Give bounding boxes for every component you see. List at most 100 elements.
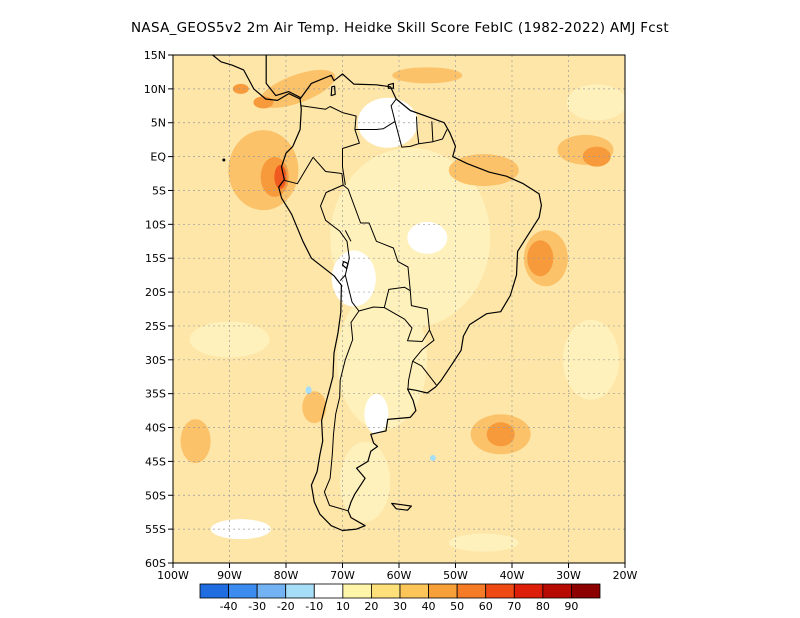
country-border — [407, 361, 414, 389]
south-america-coastline — [278, 73, 542, 532]
colorbar-swatch — [456, 583, 487, 599]
latitude-axis: 15N 10N 5N EQ 5S 10S 15S 20S 25S 30S 35S 40S 45S 50S 5… — [144, 49, 173, 570]
colorbar-label: -40 — [220, 600, 238, 613]
orange-patch — [259, 69, 336, 108]
lon-tick-label: 20W — [613, 569, 638, 582]
colorbar-swatch — [199, 583, 229, 599]
colorbar-swatch — [542, 583, 572, 599]
gridlines — [173, 55, 625, 563]
lat-tick-label: 45S — [145, 455, 166, 468]
colorbar-swatch — [485, 583, 515, 599]
country-border — [301, 105, 360, 186]
lat-tick-label: 20S — [145, 286, 166, 299]
country-border — [342, 184, 430, 331]
colorbar-swatch — [342, 583, 372, 599]
lon-tick-label: 40W — [500, 569, 525, 582]
colorbar: -40 -30 -20 -10 10 20 30 40 50 60 70 80 90 — [199, 583, 601, 613]
colorbar-label: 60 — [479, 600, 493, 613]
dark-orange-patch — [253, 96, 274, 109]
field-patches — [180, 67, 625, 552]
colorbar-label: 10 — [336, 600, 350, 613]
coastlines — [212, 55, 542, 532]
light-patch — [563, 319, 620, 400]
lon-tick-label: 90W — [217, 569, 242, 582]
colorbar-swatch — [313, 583, 344, 599]
country-border — [320, 184, 350, 281]
country-border — [412, 329, 435, 362]
blue-patch — [305, 386, 312, 395]
colorbar-swatch — [285, 583, 315, 599]
colorbar-swatch — [428, 583, 458, 599]
country-border — [412, 360, 437, 386]
white-patch — [357, 97, 418, 148]
skill-field — [173, 55, 625, 563]
lat-tick-label: 30S — [145, 354, 166, 367]
light-patch — [189, 321, 270, 358]
lat-tick-label: EQ — [150, 151, 166, 164]
colorbar-label: 80 — [536, 600, 550, 613]
blue-patch — [429, 455, 436, 462]
colorbar-label: -30 — [248, 600, 266, 613]
lon-tick-label: 50W — [443, 569, 468, 582]
colorbar-swatch — [399, 583, 429, 599]
country-border — [358, 286, 411, 312]
colorbar-swatch — [228, 583, 258, 599]
light-patch — [448, 533, 519, 552]
colorbar-swatch — [256, 583, 287, 599]
colorbar-label: -20 — [277, 600, 295, 613]
country-border — [394, 116, 420, 148]
country-border — [284, 157, 314, 185]
colorbar-label: -10 — [305, 600, 323, 613]
lat-tick-label: 15N — [144, 49, 166, 62]
colorbar-swatch — [513, 583, 544, 599]
orange-patch — [180, 419, 211, 464]
white-patch — [331, 250, 376, 307]
longitude-axis: 100W 90W 80W 70W 60W 50W 40W 30W 20W — [157, 563, 638, 582]
lon-tick-label: 100W — [157, 569, 189, 582]
central-america-caribbean-coastline — [265, 55, 301, 99]
colorbar-label: 70 — [507, 600, 521, 613]
orange-patch — [392, 67, 463, 84]
country-border — [354, 98, 397, 130]
colorbar-label: 30 — [393, 600, 407, 613]
dark-orange-patch — [527, 240, 554, 277]
dark-orange-patch — [486, 422, 515, 447]
light-patch — [337, 289, 428, 430]
colorbar-label: 50 — [450, 600, 464, 613]
galapagos-islands — [222, 158, 226, 162]
colorbar-swatch — [571, 583, 601, 599]
country-border — [384, 307, 430, 342]
lat-tick-label: 10N — [144, 83, 166, 96]
country-border — [344, 230, 352, 242]
central-america-pacific-coastline — [212, 55, 301, 101]
map-title: NASA_GEOS5v2 2m Air Temp. Heidke Skill S… — [131, 20, 669, 36]
lat-tick-label: 55S — [145, 523, 166, 536]
lat-tick-label: 5S — [152, 184, 166, 197]
white-patch — [407, 221, 448, 254]
white-patch — [364, 393, 389, 434]
red-patch — [274, 164, 287, 189]
country-border — [432, 129, 448, 143]
dark-orange-patch — [582, 146, 611, 167]
dark-orange-patch — [232, 83, 249, 94]
lat-tick-label: 40S — [145, 422, 166, 435]
country-border — [323, 274, 360, 512]
colorbar-label: 20 — [364, 600, 378, 613]
lat-tick-label: 25S — [145, 320, 166, 333]
colorbar-swatch — [371, 583, 401, 599]
trinidad-coastline — [387, 82, 394, 89]
orange-patch — [302, 391, 327, 424]
lon-tick-label: 60W — [387, 569, 412, 582]
light-patch — [566, 84, 625, 121]
colorbar-label: 40 — [422, 600, 436, 613]
falklands-coastline — [391, 502, 412, 511]
country-border — [312, 156, 344, 186]
lat-tick-label: 50S — [145, 489, 166, 502]
light-patch — [340, 441, 391, 522]
lat-tick-label: 35S — [145, 388, 166, 401]
colorbar-label: 90 — [564, 600, 578, 613]
lon-tick-label: 80W — [274, 569, 299, 582]
lon-tick-label: 70W — [330, 569, 355, 582]
lat-tick-label: 10S — [145, 218, 166, 231]
